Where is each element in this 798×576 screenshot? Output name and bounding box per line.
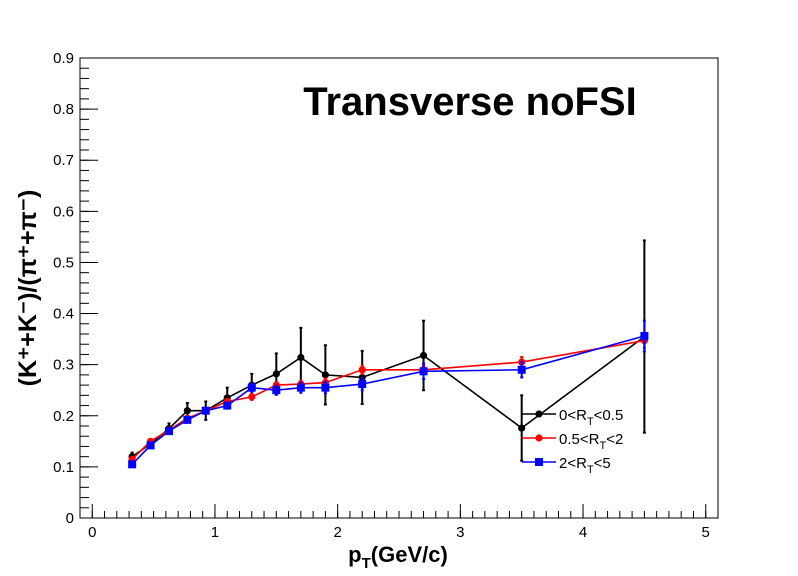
data-point (247, 383, 256, 392)
data-point (321, 383, 330, 392)
y-tick-label: 0.8 (53, 101, 74, 118)
chart-title: Transverse noFSI (303, 80, 636, 124)
data-point (183, 415, 192, 424)
legend-entry-1: 0.5<RT<2 (522, 431, 623, 452)
data-point (272, 370, 280, 378)
legend-label-post: <0.5 (594, 407, 624, 424)
data-point (296, 383, 305, 392)
legend-label-sub: T (587, 464, 594, 476)
series-layer (128, 239, 649, 469)
legend-label: 0<RT<0.5 (559, 407, 623, 428)
data-point (297, 353, 305, 362)
legend-label: 2<RT<5 (559, 455, 611, 476)
y-tick-label: 0.4 (53, 306, 74, 323)
data-point (640, 332, 649, 341)
x-tick-label: 2 (333, 524, 341, 541)
legend-label-post: <2 (606, 431, 623, 448)
x-tick-label: 0 (88, 524, 96, 541)
data-point (223, 401, 232, 410)
series-line (131, 335, 645, 458)
y-tick-label: 0.3 (53, 357, 74, 374)
legend-label-pre: 0<R (559, 407, 587, 424)
legend-label-post: <5 (594, 455, 611, 472)
x-tick-label: 5 (702, 524, 710, 541)
x-axis-title-sub: T (362, 555, 371, 572)
series-2 (128, 319, 649, 469)
y-tick-label: 0.6 (53, 203, 74, 220)
legend-marker (535, 410, 543, 418)
x-tick-label: 3 (456, 524, 464, 541)
data-point (517, 365, 526, 374)
data-point (183, 407, 191, 415)
data-point (358, 366, 366, 374)
data-point (272, 386, 281, 395)
y-tick-label: 0.1 (53, 459, 74, 476)
legend-label-pre: 0.5<R (559, 431, 600, 448)
y-tick-label: 0 (66, 510, 74, 527)
data-point (164, 427, 173, 436)
x-tick-label: 1 (211, 524, 219, 541)
data-point (419, 351, 428, 360)
legend-label-pre: 2<R (559, 455, 587, 472)
legend-marker (535, 434, 543, 442)
x-axis-title-main: p (348, 542, 361, 567)
data-point (128, 460, 137, 469)
y-tick-label: 0.5 (53, 254, 74, 271)
x-tick-label: 4 (579, 524, 587, 541)
x-axis-title-rest: (GeV/c) (371, 542, 448, 567)
axes-layer: 0 0.1 0.2 0.3 0.4 0.5 0.6 0.7 0.8 0.9 0 1 2 3 4 5 (53, 50, 719, 541)
legend-entry-0: 0<RT<0.5 (522, 407, 623, 428)
data-point (248, 393, 256, 401)
y-tick-label: 0.9 (53, 50, 74, 67)
y-tick-label: 0.7 (53, 152, 74, 169)
x-axis-title: pT(GeV/c) (348, 542, 448, 572)
data-point (146, 441, 155, 450)
data-point (201, 406, 210, 415)
data-point (419, 367, 428, 376)
legend-marker (535, 458, 543, 466)
y-tick-label: 0.2 (53, 408, 74, 425)
data-point (358, 380, 367, 389)
data-point (321, 371, 329, 379)
legend-label: 0.5<RT<2 (559, 431, 623, 452)
legend: 0<RT<0.50.5<RT<22<RT<5 (522, 407, 623, 476)
legend-label-sub: T (599, 440, 606, 452)
y-axis-title: (K⁺+K⁻)/(π⁺+π⁻) (14, 190, 42, 387)
data-point (518, 424, 526, 432)
legend-entry-2: 2<RT<5 (522, 455, 611, 476)
legend-label-sub: T (587, 416, 594, 428)
